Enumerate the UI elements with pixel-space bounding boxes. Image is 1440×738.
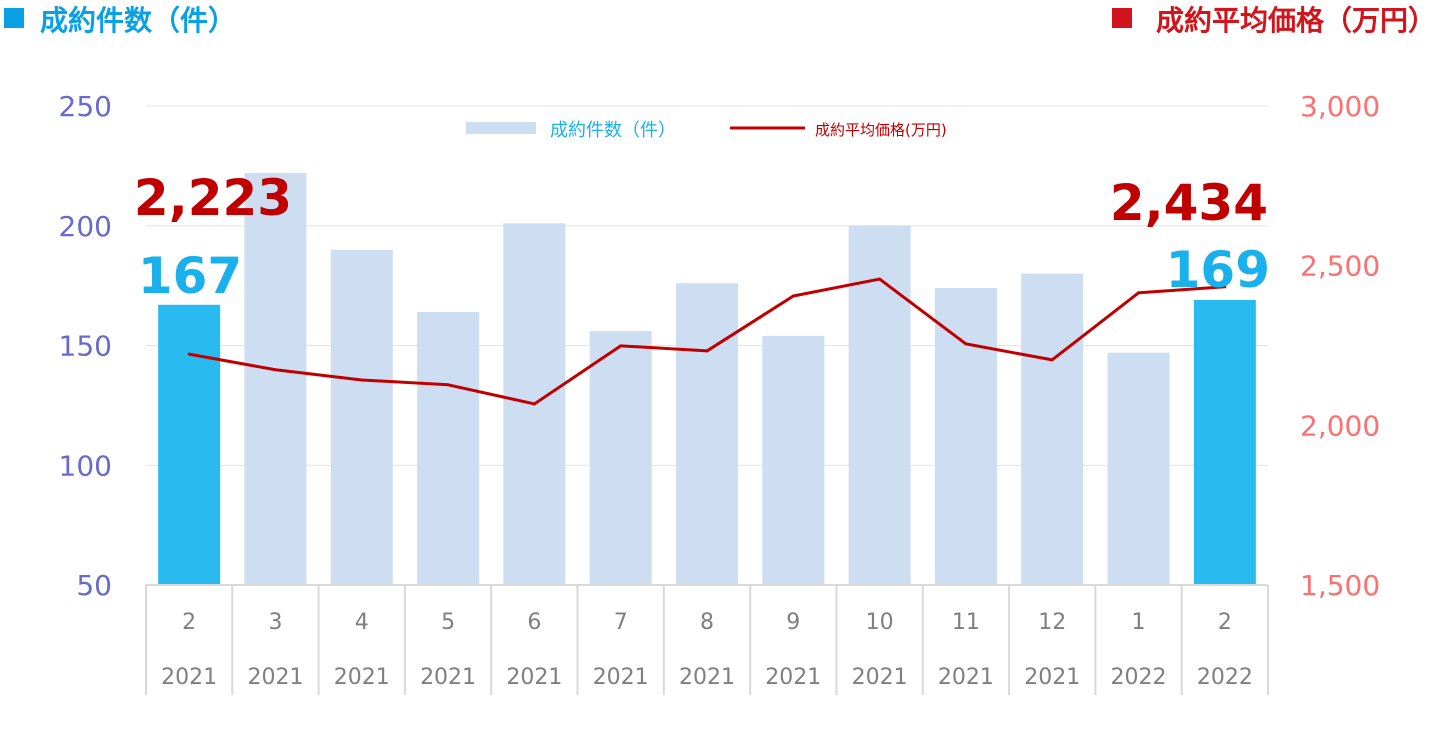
left-axis: 50 100 150 200 250 bbox=[59, 90, 112, 602]
left-title: 成約件数（件） bbox=[40, 4, 236, 37]
legend-line-label: 成約平均価格(万円) bbox=[815, 121, 947, 139]
x-tick-month: 2 bbox=[1218, 610, 1232, 635]
bar bbox=[330, 249, 393, 585]
annotation-last-price: 2,434 bbox=[1110, 174, 1268, 232]
right-title-marker bbox=[1112, 8, 1132, 28]
bar bbox=[676, 283, 738, 585]
right-title: 成約平均価格（万円） bbox=[1156, 4, 1436, 37]
legend-bar-label: 成約件数（件） bbox=[550, 120, 676, 141]
x-tick-year: 2021 bbox=[1024, 665, 1080, 690]
x-tick-year: 2021 bbox=[852, 665, 908, 690]
bar bbox=[589, 331, 652, 585]
annotation-last-count: 169 bbox=[1166, 241, 1270, 299]
bars bbox=[158, 173, 1256, 586]
right-axis-tick: 3,000 bbox=[1300, 90, 1380, 123]
price-point bbox=[791, 294, 795, 298]
price-point bbox=[1137, 291, 1141, 295]
bar bbox=[1193, 299, 1256, 585]
x-axis: 2 2021 3 2021 4 2021 5 2021 6 2021 7 2021 8 2021 9 2021… bbox=[145, 584, 1269, 695]
price-point bbox=[532, 402, 536, 406]
right-axis-tick: 2,000 bbox=[1300, 409, 1380, 442]
left-title-marker bbox=[4, 8, 24, 28]
right-axis-tick: 2,500 bbox=[1300, 250, 1380, 283]
price-point bbox=[878, 277, 882, 281]
x-tick-month: 1 bbox=[1132, 610, 1146, 635]
annotation-first-price: 2,223 bbox=[134, 169, 292, 227]
x-tick-year: 2022 bbox=[1197, 665, 1253, 690]
price-point bbox=[187, 352, 191, 356]
x-tick-month: 10 bbox=[866, 610, 894, 635]
left-axis-tick: 100 bbox=[59, 449, 112, 482]
x-tick-month: 3 bbox=[268, 610, 282, 635]
x-tick-year: 2021 bbox=[765, 665, 821, 690]
x-tick-year: 2022 bbox=[1111, 665, 1167, 690]
bar bbox=[1107, 352, 1170, 585]
x-tick-month: 7 bbox=[614, 610, 628, 635]
x-tick-year: 2021 bbox=[161, 665, 217, 690]
legend-bar-swatch bbox=[466, 122, 536, 134]
x-tick-month: 2 bbox=[182, 610, 196, 635]
x-tick-month: 11 bbox=[952, 610, 980, 635]
bar bbox=[158, 304, 221, 585]
x-tick-month: 6 bbox=[527, 610, 541, 635]
left-axis-tick: 50 bbox=[76, 569, 112, 602]
legend: 成約件数（件） 成約平均価格(万円) bbox=[466, 120, 947, 141]
annotation-first-count: 167 bbox=[138, 247, 242, 305]
price-point bbox=[964, 342, 968, 346]
x-tick-year: 2021 bbox=[938, 665, 994, 690]
x-tick-year: 2021 bbox=[334, 665, 390, 690]
bar bbox=[244, 173, 307, 585]
right-axis-tick: 1,500 bbox=[1300, 569, 1380, 602]
x-tick-year: 2021 bbox=[593, 665, 649, 690]
bar bbox=[1021, 273, 1084, 585]
price-point bbox=[1223, 285, 1227, 289]
bar bbox=[848, 225, 911, 585]
left-axis-tick: 150 bbox=[59, 330, 112, 363]
price-point bbox=[619, 344, 623, 348]
price-line bbox=[187, 277, 1227, 406]
x-tick-month: 5 bbox=[441, 610, 455, 635]
x-tick-year: 2021 bbox=[506, 665, 562, 690]
bar bbox=[934, 288, 997, 585]
price-point bbox=[1050, 358, 1054, 362]
x-tick-year: 2021 bbox=[679, 665, 735, 690]
price-point bbox=[705, 349, 709, 353]
bar bbox=[417, 311, 480, 585]
x-tick-year: 2021 bbox=[420, 665, 476, 690]
right-axis: 1,500 2,000 2,500 3,000 bbox=[1300, 90, 1380, 602]
bar bbox=[762, 335, 825, 585]
x-tick-month: 8 bbox=[700, 610, 714, 635]
left-axis-tick: 200 bbox=[59, 210, 112, 243]
x-tick-month: 12 bbox=[1038, 610, 1066, 635]
price-point bbox=[360, 378, 364, 382]
x-tick-month: 4 bbox=[355, 610, 369, 635]
left-axis-tick: 250 bbox=[59, 90, 112, 123]
price-point bbox=[273, 368, 277, 372]
x-tick-month: 9 bbox=[786, 610, 800, 635]
x-tick-year: 2021 bbox=[247, 665, 303, 690]
price-point bbox=[446, 383, 450, 387]
